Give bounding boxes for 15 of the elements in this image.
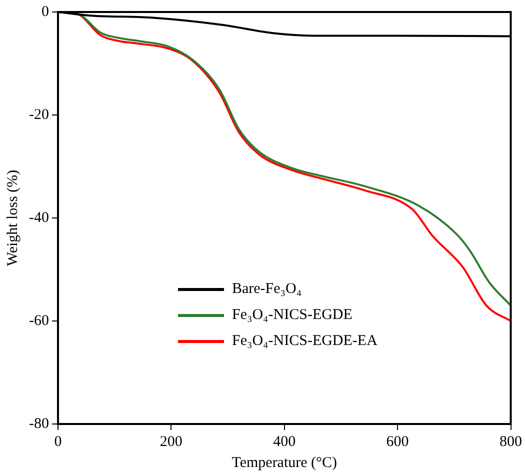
x-tick-label: 400 <box>273 434 296 450</box>
y-tick-label: -40 <box>28 210 49 226</box>
x-axis-title: Temperature (°C) <box>232 454 338 471</box>
x-tick-label: 200 <box>160 434 182 450</box>
x-tick-label: 600 <box>386 434 409 450</box>
x-tick-label: 0 <box>54 434 62 450</box>
x-tick-label: 800 <box>500 434 522 450</box>
legend-label: Fe₃O₄-NICS-EGDE <box>232 306 352 324</box>
legend-label: Bare-Fe₃O₄ <box>232 280 302 298</box>
y-tick-label: -20 <box>28 106 49 123</box>
legend-label: Fe₃O₄-NICS-EGDE-EA <box>232 332 378 350</box>
y-tick-label: -80 <box>28 416 49 432</box>
y-tick-label: -60 <box>28 312 49 329</box>
y-axis-title: Weight loss (%) <box>4 170 21 266</box>
y-tick-label: 0 <box>41 4 49 20</box>
